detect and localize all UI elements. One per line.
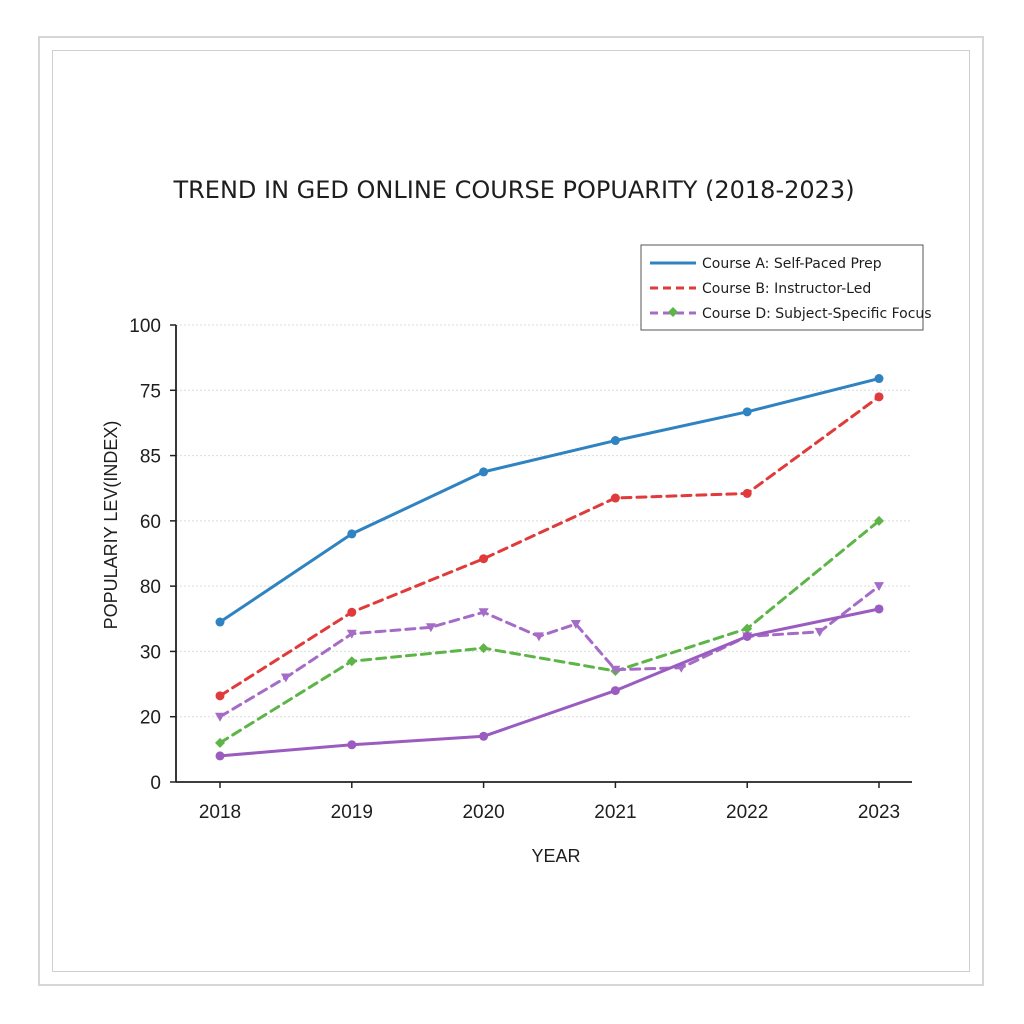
data-point: [610, 436, 620, 446]
x-axis-label: YEAR: [531, 846, 580, 866]
chart-inner-frame: [52, 50, 970, 972]
data-point: [479, 554, 489, 564]
series-line: [218, 519, 881, 745]
series-1: [215, 374, 884, 627]
legend-marker: [668, 307, 678, 317]
legend-label: Course D: Subject-Specific Focus: [702, 306, 932, 322]
series-layer: [215, 374, 884, 761]
chart-title: TREND IN GED ONLINE COURSE POPUARITY (20…: [172, 176, 854, 204]
series-5: [215, 604, 884, 761]
y-tick-label: 80: [140, 577, 161, 598]
legend-item: Course D: Subject-Specific Focus: [650, 306, 932, 322]
data-point: [874, 604, 884, 614]
data-point: [479, 467, 489, 477]
series-4: [215, 582, 884, 722]
x-tick-label: 2019: [331, 802, 373, 823]
y-tick-label: 60: [140, 512, 161, 533]
x-tick-label: 2020: [462, 802, 504, 823]
data-point: [280, 673, 291, 683]
data-point: [215, 737, 225, 748]
x-tick-label: 2023: [858, 802, 900, 823]
data-point: [610, 686, 620, 696]
series-2: [215, 392, 884, 701]
legend-item: Course A: Self-Paced Prep: [650, 256, 882, 272]
data-point: [742, 407, 752, 417]
data-point: [478, 608, 489, 618]
data-point: [346, 656, 357, 667]
tick-labels: 0 20 30 80 60 85 75 100 2018 2019 2020 2021 2022 2023: [129, 316, 900, 823]
data-point: [742, 631, 752, 641]
data-point: [874, 392, 884, 402]
data-point: [478, 643, 489, 654]
data-point: [610, 665, 621, 675]
series-line: [218, 377, 881, 624]
data-point: [479, 731, 489, 741]
data-point: [215, 691, 225, 701]
x-tick-label: 2022: [726, 802, 768, 823]
data-point: [346, 629, 357, 639]
y-tick-label: 30: [140, 642, 161, 663]
data-point: [742, 623, 753, 634]
data-point: [814, 627, 825, 637]
data-point: [215, 617, 225, 627]
x-tick-label: 2018: [199, 802, 241, 823]
legend-box: [640, 244, 924, 331]
data-point: [533, 632, 544, 642]
data-point: [874, 515, 884, 526]
y-tick-label: 85: [140, 447, 161, 468]
series-line: [218, 584, 881, 719]
data-point: [347, 529, 357, 539]
legend-label: Course B: Instructor-Led: [702, 281, 871, 297]
y-tick-label: 75: [140, 381, 161, 402]
data-point: [215, 712, 225, 722]
data-point: [874, 582, 884, 592]
legend: Course A: Self-Paced Prep Course B: Instr…: [640, 244, 932, 331]
y-axis-label: POPULARIY LEV(INDEX): [101, 421, 121, 630]
data-point: [347, 607, 357, 617]
data-point: [742, 488, 752, 498]
legend-item: Course B: Instructor-Led: [650, 281, 871, 297]
series-line: [218, 607, 881, 758]
axes: [170, 324, 912, 788]
chart-outer-frame: [38, 36, 984, 986]
data-point: [425, 623, 436, 633]
data-point: [874, 374, 884, 384]
legend-label: Course A: Self-Paced Prep: [702, 256, 882, 272]
y-tick-label: 100: [129, 316, 161, 337]
y-tick-label: 20: [140, 708, 161, 729]
data-point: [610, 493, 620, 503]
data-point: [347, 740, 357, 750]
data-point: [570, 620, 581, 630]
data-point: [215, 751, 225, 761]
y-tick-label: 0: [150, 773, 161, 794]
series-line: [218, 395, 881, 698]
x-tick-label: 2021: [594, 802, 636, 823]
